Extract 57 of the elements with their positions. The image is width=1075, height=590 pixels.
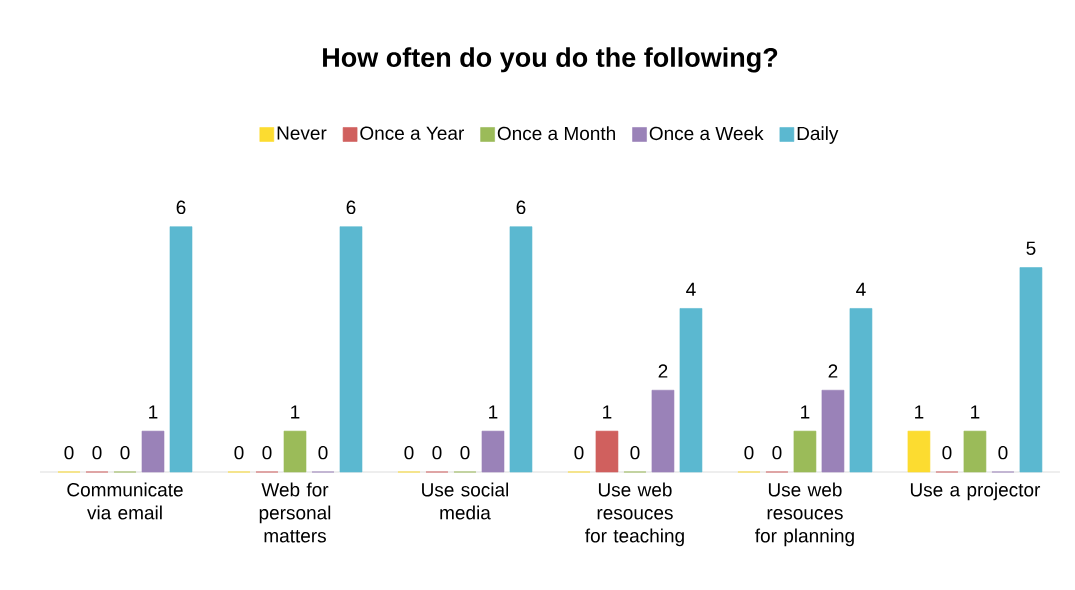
data-label: 1 — [149, 405, 158, 419]
x-tick-label: Use social media — [422, 482, 509, 520]
data-label: 5 — [1026, 241, 1036, 255]
bar — [169, 226, 193, 473]
x-tick-label: Web for personal matters — [259, 482, 331, 543]
data-label: 6 — [516, 200, 526, 215]
x-tick-label: Use web resouces for teaching — [585, 482, 684, 547]
data-label: 6 — [176, 200, 186, 215]
x-tick-label: Use a projector — [910, 482, 1041, 501]
bar — [141, 430, 165, 473]
bar — [595, 430, 619, 473]
data-label: 1 — [291, 405, 300, 419]
chart-title: How often do you do the following? — [323, 47, 778, 73]
data-label: 0 — [460, 445, 470, 460]
x-tick-label: Communicate via email — [67, 482, 183, 520]
legend-label: Daily — [797, 126, 839, 144]
data-label: 0 — [234, 445, 244, 460]
bar — [963, 430, 987, 473]
legend-label: Once a Year — [360, 126, 464, 140]
data-label: 0 — [772, 445, 782, 460]
x-tick-label: Use web resouces for planning — [755, 482, 854, 547]
data-label: 1 — [915, 405, 924, 419]
data-label: 0 — [744, 445, 754, 460]
legend-label: Once a Week — [649, 126, 764, 141]
data-label: 0 — [942, 445, 952, 460]
data-label: 0 — [120, 445, 130, 460]
bar — [651, 389, 675, 473]
bar — [339, 226, 363, 473]
data-label: 6 — [346, 200, 356, 215]
bar — [679, 308, 703, 473]
bar — [793, 430, 817, 473]
data-label: 2 — [658, 364, 668, 378]
data-label: 4 — [686, 282, 696, 296]
data-label: 0 — [92, 445, 102, 460]
bar — [821, 389, 845, 473]
data-label: 0 — [404, 445, 414, 460]
bar — [509, 226, 533, 473]
data-label: 0 — [262, 445, 272, 460]
bar — [283, 430, 307, 473]
data-label: 0 — [318, 445, 328, 460]
bar — [849, 308, 873, 473]
data-label: 1 — [971, 405, 980, 419]
data-label: 0 — [64, 445, 74, 460]
bar — [907, 430, 931, 473]
data-label: 1 — [489, 405, 498, 419]
data-label: 0 — [574, 445, 584, 460]
data-label: 0 — [998, 445, 1008, 460]
data-label: 0 — [630, 445, 640, 460]
legend-label: Once a Month — [497, 126, 615, 141]
bar — [1019, 267, 1043, 473]
data-label: 1 — [801, 405, 810, 419]
data-label: 0 — [432, 445, 442, 460]
legend-label: Never — [277, 126, 327, 140]
bar — [481, 430, 505, 473]
data-label: 1 — [603, 405, 612, 419]
data-label: 4 — [856, 282, 866, 296]
data-label: 2 — [828, 364, 838, 378]
